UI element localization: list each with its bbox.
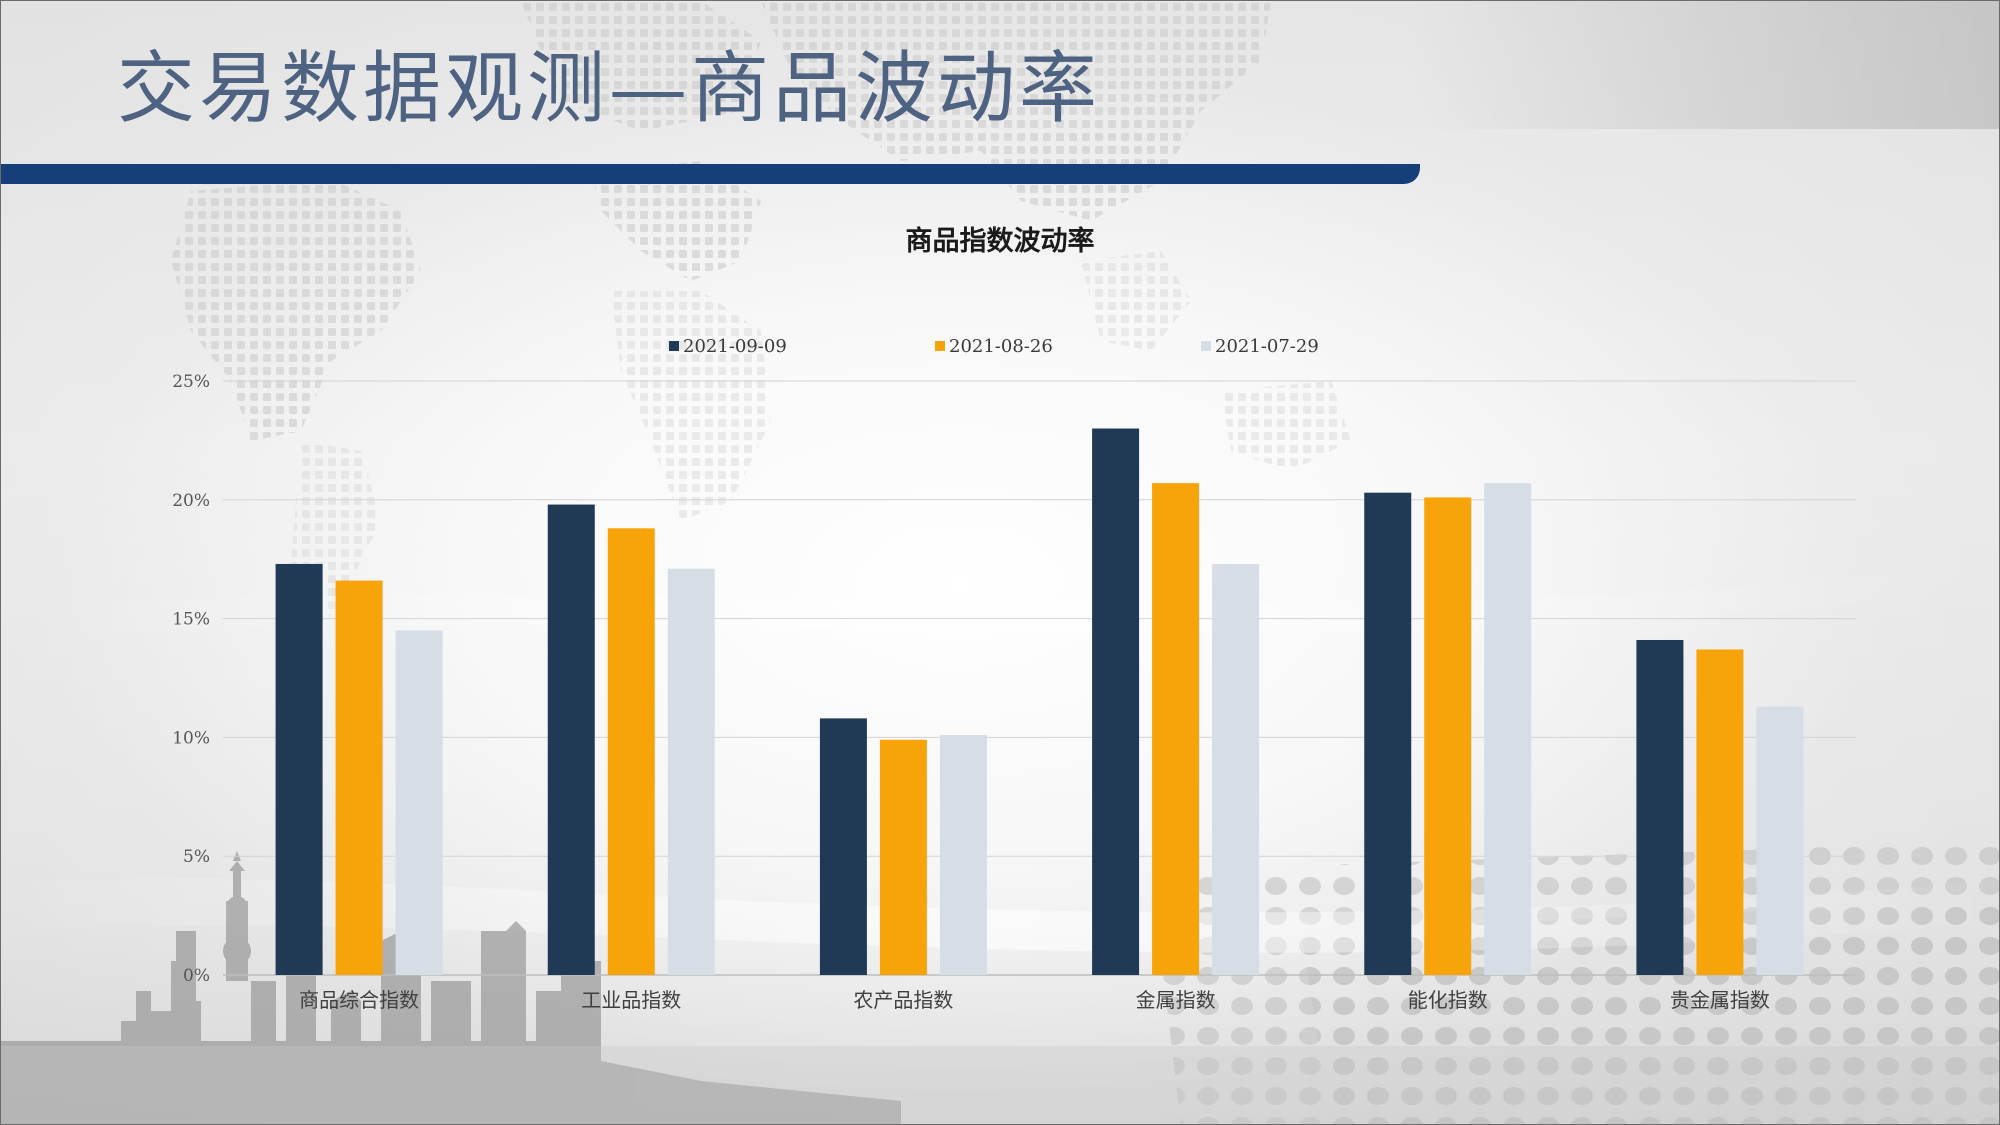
bar [667,568,715,975]
bar [1756,706,1804,975]
y-tick-label: 20% [172,491,210,511]
chart-title: 商品指数波动率 [905,226,1095,257]
y-tick-label: 15% [172,610,210,630]
bar [395,630,443,975]
x-category-label: 商品综合指数 [299,988,419,1012]
bar [819,718,867,975]
y-tick-label: 5% [183,847,210,867]
y-tick-label: 10% [172,728,210,748]
bar [335,580,383,975]
bar [1364,492,1412,975]
y-tick-label: 0% [183,966,210,986]
bar [1484,483,1532,975]
bar [1636,639,1684,975]
x-category-label: 金属指数 [1136,988,1216,1012]
bar [879,739,927,975]
y-tick-label: 25% [172,372,210,392]
bar [1424,497,1472,975]
x-category-label: 农产品指数 [853,988,953,1012]
legend-label: 2021-08-26 [949,335,1053,357]
x-category-label: 工业品指数 [581,988,681,1012]
bar [939,735,987,975]
legend-item: 2021-08-26 [935,331,1053,361]
bar [1696,649,1744,975]
legend-label: 2021-07-29 [1215,335,1319,357]
legend-item: 2021-09-09 [669,331,787,361]
bar [1212,563,1260,975]
legend-swatch [1201,341,1211,351]
bar [275,563,323,975]
title-underline-bar [1,164,1420,184]
legend-swatch [935,341,945,351]
bar [607,528,655,975]
page-title: 交易数据观测—商品波动率 [117,44,1102,134]
chart-legend: 2021-09-09 2021-08-26 2021-07-29 [666,331,1366,361]
bar [1152,483,1200,975]
legend-swatch [669,341,679,351]
bar [1092,428,1140,975]
legend-item: 2021-07-29 [1201,331,1319,361]
bar [547,504,595,975]
x-category-label: 贵金属指数 [1670,988,1770,1012]
legend-label: 2021-09-09 [683,335,787,357]
x-category-label: 能化指数 [1408,988,1488,1012]
